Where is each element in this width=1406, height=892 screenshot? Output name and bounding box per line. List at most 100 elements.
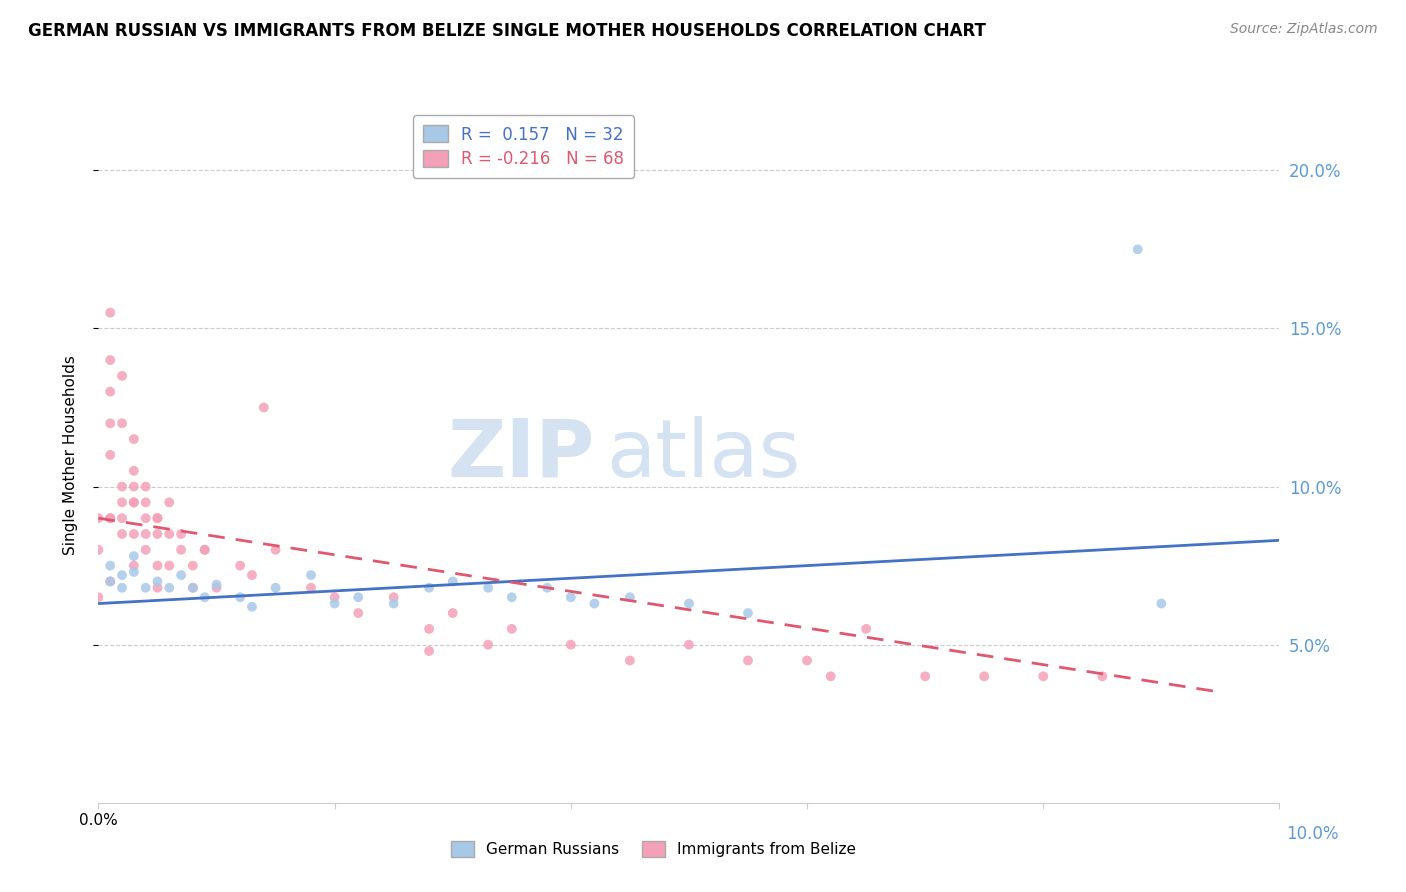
Point [796, 653, 818, 667]
Point [87, 511, 110, 525]
Point [1126, 243, 1149, 257]
Text: Source: ZipAtlas.com: Source: ZipAtlas.com [1230, 22, 1378, 37]
Point [98, 574, 121, 589]
Point [122, 565, 145, 579]
Point [1150, 597, 1173, 611]
Point [135, 495, 157, 509]
Point [323, 597, 346, 611]
Point [122, 527, 145, 541]
Point [583, 597, 606, 611]
Point [98, 574, 121, 589]
Point [1032, 669, 1054, 683]
Point [146, 511, 169, 525]
Point [619, 653, 641, 667]
Point [111, 479, 134, 493]
Point [536, 581, 558, 595]
Point [122, 558, 145, 573]
Point [299, 581, 322, 595]
Point [98, 353, 121, 368]
Point [1091, 669, 1114, 683]
Point [205, 581, 228, 595]
Point [98, 417, 121, 431]
Point [135, 581, 157, 595]
Point [111, 581, 134, 595]
Point [135, 479, 157, 493]
Point [170, 542, 193, 557]
Point [619, 591, 641, 605]
Point [205, 577, 228, 591]
Point [146, 574, 169, 589]
Point [157, 495, 180, 509]
Point [146, 558, 169, 573]
Point [111, 368, 134, 383]
Point [501, 622, 523, 636]
Point [146, 527, 169, 541]
Point [135, 511, 157, 525]
Y-axis label: Single Mother Households: Single Mother Households [63, 355, 77, 555]
Point [194, 542, 217, 557]
Point [441, 574, 464, 589]
Point [914, 669, 936, 683]
Point [98, 558, 121, 573]
Point [382, 591, 405, 605]
Point [157, 558, 180, 573]
Point [347, 606, 370, 620]
Point [122, 495, 145, 509]
Point [98, 305, 121, 319]
Text: GERMAN RUSSIAN VS IMMIGRANTS FROM BELIZE SINGLE MOTHER HOUSEHOLDS CORRELATION CH: GERMAN RUSSIAN VS IMMIGRANTS FROM BELIZE… [28, 22, 986, 40]
Point [98, 384, 121, 399]
Point [181, 581, 204, 595]
Point [98, 511, 121, 525]
Point [477, 638, 499, 652]
Point [87, 591, 110, 605]
Point [229, 558, 252, 573]
Point [299, 568, 322, 582]
Point [157, 527, 180, 541]
Point [855, 622, 877, 636]
Point [264, 581, 287, 595]
Point [98, 511, 121, 525]
Point [418, 581, 440, 595]
Point [87, 542, 110, 557]
Point [382, 597, 405, 611]
Point [678, 638, 700, 652]
Point [560, 591, 582, 605]
Point [560, 638, 582, 652]
Point [323, 591, 346, 605]
Point [347, 591, 370, 605]
Point [194, 542, 217, 557]
Point [501, 591, 523, 605]
Point [98, 448, 121, 462]
Point [264, 542, 287, 557]
Point [240, 568, 263, 582]
Point [194, 591, 217, 605]
Point [170, 527, 193, 541]
Point [973, 669, 995, 683]
Text: ZIP: ZIP [447, 416, 595, 494]
Point [240, 599, 263, 614]
Point [229, 591, 252, 605]
Point [737, 606, 759, 620]
Text: 10.0%: 10.0% [1286, 825, 1339, 843]
Point [111, 417, 134, 431]
Point [111, 511, 134, 525]
Point [477, 581, 499, 595]
Point [418, 622, 440, 636]
Point [157, 581, 180, 595]
Point [146, 581, 169, 595]
Point [418, 644, 440, 658]
Point [441, 606, 464, 620]
Text: atlas: atlas [606, 416, 800, 494]
Point [111, 568, 134, 582]
Point [135, 542, 157, 557]
Point [253, 401, 276, 415]
Point [122, 495, 145, 509]
Point [181, 581, 204, 595]
Point [146, 511, 169, 525]
Point [820, 669, 842, 683]
Point [122, 549, 145, 563]
Point [737, 653, 759, 667]
Point [678, 597, 700, 611]
Point [122, 432, 145, 446]
Point [111, 495, 134, 509]
